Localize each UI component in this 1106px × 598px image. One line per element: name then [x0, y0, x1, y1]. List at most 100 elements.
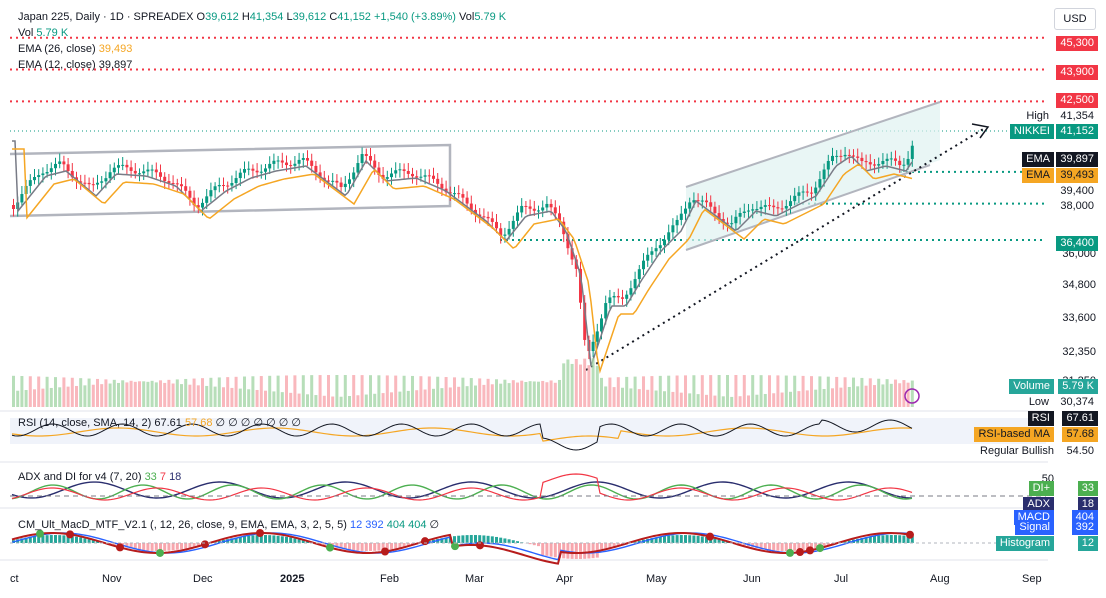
candle-body [637, 269, 641, 280]
volume-bar [314, 395, 318, 407]
candle-body [154, 169, 158, 173]
candle-body [629, 288, 633, 295]
macd-histogram-bar [532, 543, 536, 546]
candle-body [37, 175, 41, 178]
macd-histogram-bar [129, 543, 133, 549]
volume-bar [121, 380, 125, 407]
candle-body [28, 180, 32, 186]
candle-body [238, 172, 242, 179]
volume-bar [646, 389, 650, 407]
macd-histogram-bar [398, 543, 402, 548]
candle-body [503, 234, 507, 236]
macd-histogram-bar [474, 535, 477, 543]
volume-bar [721, 396, 725, 407]
candle-body [705, 200, 708, 203]
macd-histogram-bar [675, 535, 679, 543]
volume-bar [751, 375, 755, 407]
candle-body [314, 165, 318, 173]
macd-histogram-bar [91, 539, 95, 543]
adx-legend-v2: 7 [159, 471, 166, 483]
macd-legend-v4: 404 [408, 519, 427, 531]
price-level-label: 39,400 [1060, 185, 1094, 197]
macd-histogram-bar [238, 536, 242, 543]
macd-histogram-bar [280, 536, 284, 543]
volume-bar [772, 393, 776, 407]
macd-histogram-bar [87, 539, 91, 543]
volume-bar [175, 379, 179, 407]
volume-bar [768, 375, 771, 407]
open-label: O [196, 11, 206, 23]
high-value: 41,354 [1060, 110, 1094, 122]
rsi-legend[interactable]: RSI (14, close, SMA, 14, 2) 67.61 57.68 … [18, 416, 301, 430]
rsi-ma-line [11, 427, 913, 442]
candle-body [713, 206, 717, 214]
low-label: L [286, 11, 293, 23]
vol-label: Vol [459, 11, 475, 23]
volume-bar [28, 376, 32, 407]
volume-bar [868, 378, 872, 407]
candle-body [621, 297, 624, 299]
macd-histogram-bar [650, 538, 654, 543]
volume-bar [633, 376, 637, 407]
signal-tag: 392 [1071, 520, 1098, 535]
candle-body [419, 176, 423, 178]
price-level-tag: 36,400 [1056, 236, 1098, 251]
volume-bar [541, 380, 545, 407]
volume-bar [352, 375, 356, 407]
legend-ema26[interactable]: EMA (26, close) 39,493 [18, 42, 132, 56]
macd-histogram-bar [293, 538, 297, 543]
macd-legend[interactable]: CM_Ult_MacD_MTF_V2.1 (, 12, 26, close, 9… [18, 518, 439, 532]
candle-body [272, 160, 276, 164]
candle-body [138, 173, 141, 175]
macd-cross-dot [421, 537, 429, 546]
macd-histogram-bar [654, 537, 658, 543]
candle-body [898, 160, 902, 166]
macd-histogram-bar [66, 535, 70, 543]
legend-volume[interactable]: Vol 5.79 K [18, 26, 68, 40]
macd-histogram-bar [348, 543, 351, 550]
volume-bar [448, 387, 452, 407]
volume-bar [894, 379, 897, 407]
macd-histogram-bar [352, 543, 356, 551]
volume-bar [70, 377, 74, 407]
candle-body [663, 239, 666, 246]
rsi-ma-tag: 57.68 [1062, 427, 1098, 442]
volume-bar [306, 394, 309, 407]
currency-button[interactable]: USD [1054, 8, 1096, 30]
macd-histogram-bar [171, 543, 175, 551]
volume-bar [205, 385, 209, 407]
candle-body [364, 154, 368, 156]
candle-body [301, 158, 305, 160]
macd-cross-dot [201, 540, 209, 549]
adx-legend-label: ADX and DI for v4 (7, 20) [18, 471, 142, 483]
volume-bar [280, 392, 284, 407]
high-value: 41,354 [249, 11, 284, 23]
candle-body [20, 194, 24, 203]
macd-histogram-bar [247, 535, 251, 543]
ema26-tag-label: EMA [1022, 168, 1054, 183]
candle-body [868, 162, 872, 165]
volume-bar [818, 376, 822, 407]
volume-bar [436, 376, 440, 407]
legend-ema12[interactable]: EMA (12, close) 39,897 [18, 58, 132, 72]
volume-bar [222, 387, 225, 407]
macd-histogram-bar [633, 541, 637, 543]
candle-body [33, 177, 36, 181]
macd-histogram-bar [889, 535, 893, 543]
macd-histogram-bar [587, 543, 591, 559]
volume-bar [112, 379, 116, 407]
high-label: High [1026, 110, 1049, 122]
candle-body [671, 225, 675, 233]
candle-body [343, 183, 347, 188]
adx-legend[interactable]: ADX and DI for v4 (7, 20) 33 7 18 [18, 470, 181, 484]
candle-body [495, 221, 498, 229]
volume-bar [734, 375, 738, 407]
time-tick: Mar [465, 573, 484, 585]
macd-cross-dot [816, 544, 824, 553]
di-plus-tag-label: DI+ [1028, 481, 1054, 496]
volume-bar [898, 383, 902, 407]
volume-bar [180, 384, 183, 407]
last-price-tag: 41,152 [1056, 124, 1098, 139]
candle-body [171, 182, 175, 184]
